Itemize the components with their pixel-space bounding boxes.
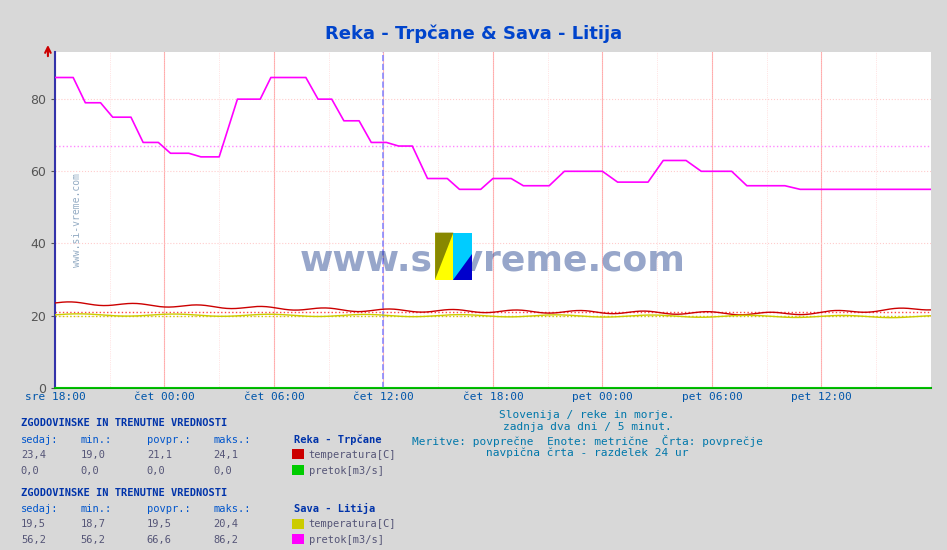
Text: čet 12:00: čet 12:00: [353, 392, 414, 402]
Text: maks.:: maks.:: [213, 504, 251, 514]
Text: ZGODOVINSKE IN TRENUTNE VREDNOSTI: ZGODOVINSKE IN TRENUTNE VREDNOSTI: [21, 418, 227, 428]
Text: povpr.:: povpr.:: [147, 434, 190, 445]
Text: 23,4: 23,4: [21, 450, 45, 460]
Text: pet 00:00: pet 00:00: [572, 392, 633, 402]
Text: navpična črta - razdelek 24 ur: navpična črta - razdelek 24 ur: [486, 448, 688, 458]
Text: min.:: min.:: [80, 434, 112, 445]
Text: 56,2: 56,2: [21, 535, 45, 545]
Text: 0,0: 0,0: [21, 465, 40, 476]
Text: min.:: min.:: [80, 504, 112, 514]
Text: pretok[m3/s]: pretok[m3/s]: [309, 465, 384, 476]
Text: 19,0: 19,0: [80, 450, 105, 460]
Polygon shape: [435, 233, 454, 279]
Text: 21,1: 21,1: [147, 450, 171, 460]
Text: maks.:: maks.:: [213, 434, 251, 445]
Text: pet 06:00: pet 06:00: [682, 392, 742, 402]
Text: 0,0: 0,0: [147, 465, 166, 476]
Text: čet 18:00: čet 18:00: [462, 392, 524, 402]
Text: Sava - Litija: Sava - Litija: [294, 503, 375, 514]
Text: 56,2: 56,2: [80, 535, 105, 545]
Text: Meritve: povprečne  Enote: metrične  Črta: povprečje: Meritve: povprečne Enote: metrične Črta:…: [412, 435, 762, 447]
Polygon shape: [454, 254, 472, 279]
Text: sedaj:: sedaj:: [21, 434, 59, 445]
Text: www.si-vreme.com: www.si-vreme.com: [72, 173, 81, 267]
Text: 66,6: 66,6: [147, 535, 171, 545]
Text: zadnja dva dni / 5 minut.: zadnja dva dni / 5 minut.: [503, 422, 671, 432]
Text: ZGODOVINSKE IN TRENUTNE VREDNOSTI: ZGODOVINSKE IN TRENUTNE VREDNOSTI: [21, 487, 227, 498]
Text: temperatura[C]: temperatura[C]: [309, 519, 396, 530]
Text: 18,7: 18,7: [80, 519, 105, 530]
Text: čet 00:00: čet 00:00: [134, 392, 195, 402]
Text: 24,1: 24,1: [213, 450, 238, 460]
Text: 19,5: 19,5: [147, 519, 171, 530]
Text: 86,2: 86,2: [213, 535, 238, 545]
Text: čet 06:00: čet 06:00: [243, 392, 304, 402]
Text: www.si-vreme.com: www.si-vreme.com: [300, 243, 686, 277]
Text: Reka - Trpčane & Sava - Litija: Reka - Trpčane & Sava - Litija: [325, 25, 622, 43]
Bar: [435, 233, 454, 279]
Text: pretok[m3/s]: pretok[m3/s]: [309, 535, 384, 545]
Text: Slovenija / reke in morje.: Slovenija / reke in morje.: [499, 410, 675, 420]
Text: 19,5: 19,5: [21, 519, 45, 530]
Text: sedaj:: sedaj:: [21, 504, 59, 514]
Text: 20,4: 20,4: [213, 519, 238, 530]
Text: pet 12:00: pet 12:00: [791, 392, 851, 402]
Text: povpr.:: povpr.:: [147, 504, 190, 514]
Text: temperatura[C]: temperatura[C]: [309, 450, 396, 460]
Text: 0,0: 0,0: [213, 465, 232, 476]
Text: Reka - Trpčane: Reka - Trpčane: [294, 434, 381, 445]
Text: sre 18:00: sre 18:00: [25, 392, 85, 402]
Bar: [454, 233, 472, 279]
Text: 0,0: 0,0: [80, 465, 99, 476]
